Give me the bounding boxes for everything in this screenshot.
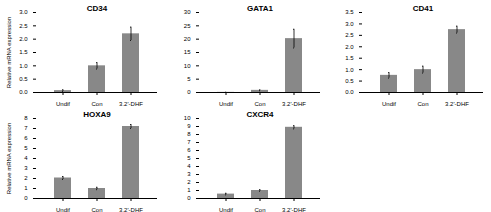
svg-text:4: 4	[187, 163, 191, 169]
svg-text:0.0: 0.0	[19, 89, 28, 95]
svg-text:Relative mRNA expression: Relative mRNA expression	[6, 17, 12, 88]
svg-text:Relative mRNA expression: Relative mRNA expression	[6, 123, 12, 194]
svg-text:3,2'-DHF: 3,2'-DHF	[282, 207, 306, 212]
svg-text:0: 0	[24, 195, 28, 201]
svg-text:2.0: 2.0	[345, 44, 354, 50]
svg-text:6: 6	[187, 147, 191, 153]
svg-text:1.0: 1.0	[19, 63, 28, 69]
svg-text:5: 5	[187, 155, 191, 161]
svg-text:30: 30	[184, 9, 191, 15]
svg-text:GATA1: GATA1	[247, 4, 273, 13]
svg-text:Con: Con	[254, 101, 265, 106]
svg-text:20: 20	[184, 36, 191, 42]
svg-text:0: 0	[187, 195, 191, 201]
svg-text:2.5: 2.5	[19, 23, 28, 29]
svg-text:2.0: 2.0	[19, 36, 28, 42]
svg-text:CD34: CD34	[87, 4, 108, 13]
svg-text:8: 8	[187, 131, 191, 137]
svg-text:8: 8	[24, 115, 28, 121]
svg-text:0.0: 0.0	[345, 89, 354, 95]
svg-text:1.0: 1.0	[345, 67, 354, 73]
svg-text:2.5: 2.5	[345, 32, 354, 38]
svg-text:6: 6	[24, 135, 28, 141]
svg-text:0: 0	[187, 89, 191, 95]
svg-text:Undif: Undif	[219, 101, 233, 106]
svg-text:25: 25	[184, 23, 191, 29]
svg-text:0.5: 0.5	[345, 78, 354, 84]
svg-text:3,2'-DHF: 3,2'-DHF	[445, 101, 469, 106]
svg-text:CXCR4: CXCR4	[246, 110, 274, 119]
svg-text:15: 15	[184, 49, 191, 55]
svg-text:Undif: Undif	[219, 207, 233, 212]
svg-text:2: 2	[24, 175, 28, 181]
svg-text:Undif: Undif	[56, 101, 70, 106]
svg-text:3: 3	[187, 171, 191, 177]
svg-text:5: 5	[24, 145, 28, 151]
svg-text:HOXA9: HOXA9	[83, 110, 111, 119]
svg-text:3.0: 3.0	[345, 21, 354, 27]
svg-text:7: 7	[187, 139, 191, 145]
svg-text:3,2'-DHF: 3,2'-DHF	[119, 101, 143, 106]
svg-text:9: 9	[187, 123, 191, 129]
svg-text:3.5: 3.5	[345, 9, 354, 15]
svg-text:3: 3	[24, 165, 28, 171]
svg-text:0.5: 0.5	[19, 76, 28, 82]
svg-text:10: 10	[184, 115, 191, 121]
svg-text:5: 5	[187, 76, 191, 82]
svg-text:3,2'-DHF: 3,2'-DHF	[119, 207, 143, 212]
svg-text:CD41: CD41	[413, 4, 434, 13]
svg-text:Con: Con	[91, 101, 102, 106]
svg-text:Con: Con	[417, 101, 428, 106]
svg-text:Undif: Undif	[56, 207, 70, 212]
svg-text:10: 10	[184, 63, 191, 69]
svg-text:7: 7	[24, 125, 28, 131]
svg-text:1: 1	[24, 185, 28, 191]
svg-text:1: 1	[187, 187, 191, 193]
svg-text:Con: Con	[91, 207, 102, 212]
svg-text:4: 4	[24, 155, 28, 161]
svg-text:3,2'-DHF: 3,2'-DHF	[282, 101, 306, 106]
svg-text:3.0: 3.0	[19, 9, 28, 15]
svg-text:1.5: 1.5	[345, 55, 354, 61]
svg-text:2: 2	[187, 179, 191, 185]
svg-text:Con: Con	[254, 207, 265, 212]
svg-text:1.5: 1.5	[19, 49, 28, 55]
svg-text:Undif: Undif	[382, 101, 396, 106]
